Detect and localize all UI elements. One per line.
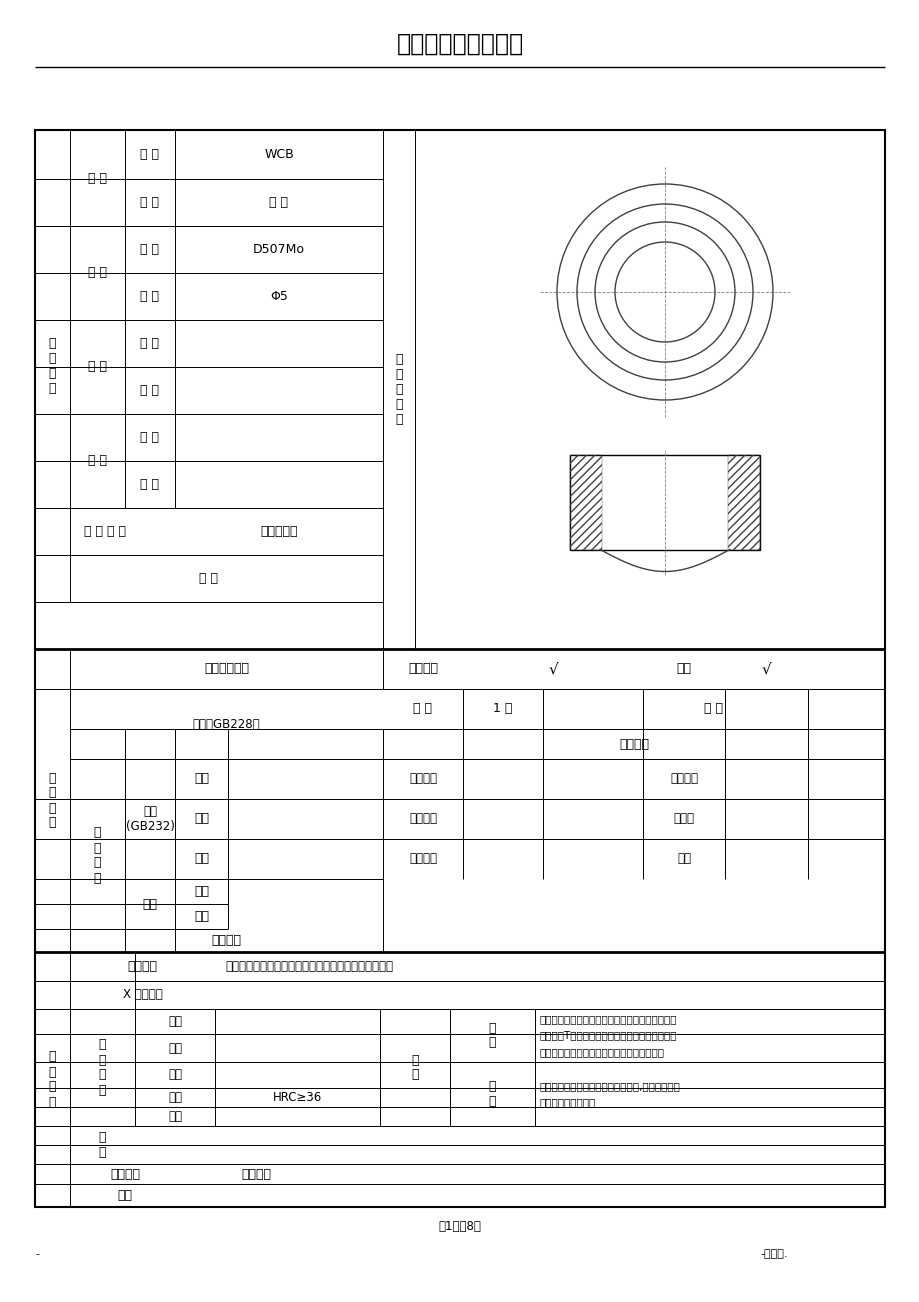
Text: HRC≥36: HRC≥36 (273, 1091, 322, 1104)
Text: 技
术
要
求: 技 术 要 求 (49, 772, 56, 829)
Text: -可修编.: -可修编. (759, 1249, 787, 1259)
Text: 面弯: 面弯 (194, 772, 209, 785)
Text: 宏观: 宏观 (194, 885, 209, 898)
Text: 微
观: 微 观 (488, 1079, 495, 1108)
Text: 冲 击: 冲 击 (704, 703, 722, 716)
Text: 晶间腐蚀: 晶间腐蚀 (211, 934, 241, 947)
Text: 接
头
示
意
图: 接 头 示 意 图 (395, 353, 403, 426)
Text: 规 格: 规 格 (141, 384, 159, 397)
Text: 焊 剂: 焊 剂 (88, 454, 107, 467)
Text: 金相: 金相 (142, 897, 157, 910)
Text: 侧弯: 侧弯 (194, 853, 209, 866)
Text: 弯曲角度: 弯曲角度 (409, 853, 437, 866)
Bar (727, 454, 759, 549)
Text: √: √ (761, 661, 770, 677)
Text: 规 格: 规 格 (141, 290, 159, 303)
Text: 第1页八8页: 第1页八8页 (438, 1220, 481, 1233)
Text: 牌 号: 牌 号 (141, 337, 159, 350)
Text: 金
相: 金 相 (98, 1131, 106, 1159)
Text: 不允许有过烧组织和淡硬性马氏组织,焊缝和热影响
区不允许有显微裂纹: 不允许有过烧组织和淡硬性马氏组织,焊缝和热影响 区不允许有显微裂纹 (539, 1081, 680, 1107)
Text: 焊缝区: 焊缝区 (673, 812, 694, 825)
Text: 热影响区: 热影响区 (669, 772, 698, 785)
Text: 弯曲
(GB232): 弯曲 (GB232) (125, 805, 175, 833)
Text: 其它: 其它 (676, 853, 690, 866)
Text: 其它: 其它 (168, 1111, 182, 1124)
Text: 硬度: 硬度 (168, 1091, 182, 1104)
Text: 冲击: 冲击 (168, 1069, 182, 1082)
Text: 焊 接 方 法: 焊 接 方 法 (84, 525, 126, 538)
Text: 各项指标: 各项指标 (618, 737, 648, 750)
Bar (570, 454, 601, 549)
Text: 规 格: 规 格 (141, 478, 159, 491)
Text: 合
金: 合 金 (411, 1053, 418, 1082)
Text: 微观: 微观 (194, 910, 209, 923)
Text: WCB: WCB (264, 148, 293, 161)
Text: 焊 丝: 焊 丝 (88, 361, 107, 374)
Text: 晶间腐蚀: 晶间腐蚀 (110, 1168, 140, 1181)
Text: 母 材: 母 材 (88, 172, 107, 185)
Text: 编制: 编制 (118, 1189, 132, 1202)
Text: 外观质量: 外观质量 (128, 960, 157, 973)
Text: 其它: 其它 (675, 663, 691, 676)
Text: 拉伸: 拉伸 (168, 1016, 182, 1029)
Text: 背弯: 背弯 (194, 812, 209, 825)
Text: -: - (35, 1249, 39, 1259)
Text: 规 格: 规 格 (141, 197, 159, 210)
Text: 牌 号: 牌 号 (141, 148, 159, 161)
Text: 拉伸（GB228）: 拉伸（GB228） (192, 717, 260, 730)
Text: 不允许存在未燔合、裂缝、气孔、夹渣、弧坑、未焊透: 不允许存在未燔合、裂缝、气孔、夹渣、弧坑、未焊透 (225, 960, 392, 973)
Text: 焊缝外观质量: 焊缝外观质量 (204, 663, 249, 676)
Text: 数 量: 数 量 (413, 703, 432, 716)
Text: 机
械
性
能: 机 械 性 能 (98, 1039, 106, 1096)
Text: 晶间腐蚀: 晶间腐蚀 (241, 1168, 271, 1181)
Text: D507Mo: D507Mo (253, 243, 305, 256)
Text: 阀 体: 阀 体 (269, 197, 289, 210)
Text: 对接焊缝不疏松、未燔合和未焊透、热影响区和焊
缝无裂纹T型接头和管子管板角焊缝，焊缝根部不
允许有未燔合，焊缝和热影响区不允许有裂纹: 对接焊缝不疏松、未燔合和未焊透、热影响区和焊 缝无裂纹T型接头和管子管板角焊缝，… (539, 1014, 676, 1057)
Text: X 射线伤探: X 射线伤探 (122, 988, 162, 1001)
Bar (570, 454, 759, 549)
Text: 焊
接
材
料: 焊 接 材 料 (49, 337, 56, 395)
Text: 焊条电弧焊: 焊条电弧焊 (260, 525, 298, 538)
Text: 其 它: 其 它 (199, 572, 219, 585)
Text: √: √ (548, 661, 557, 677)
Text: 1 件: 1 件 (493, 703, 512, 716)
Text: 弯曲直径: 弯曲直径 (409, 772, 437, 785)
Text: 弯曲: 弯曲 (168, 1042, 182, 1055)
Text: 宏
观: 宏 观 (488, 1022, 495, 1049)
Text: 牌 号: 牌 号 (141, 431, 159, 444)
Text: 焊 条: 焊 条 (88, 267, 107, 280)
Text: 射线探伤: 射线探伤 (407, 663, 437, 676)
Text: Φ5: Φ5 (270, 290, 288, 303)
Text: 焊接工艺评定任务书: 焊接工艺评定任务书 (396, 33, 523, 56)
Bar (35, 130, 884, 1207)
Text: 支座间距: 支座间距 (409, 812, 437, 825)
Text: 机
械
性
能: 机 械 性 能 (94, 827, 101, 884)
Text: 牌 号: 牌 号 (141, 243, 159, 256)
Text: 合
格
标
准: 合 格 标 准 (49, 1051, 56, 1108)
